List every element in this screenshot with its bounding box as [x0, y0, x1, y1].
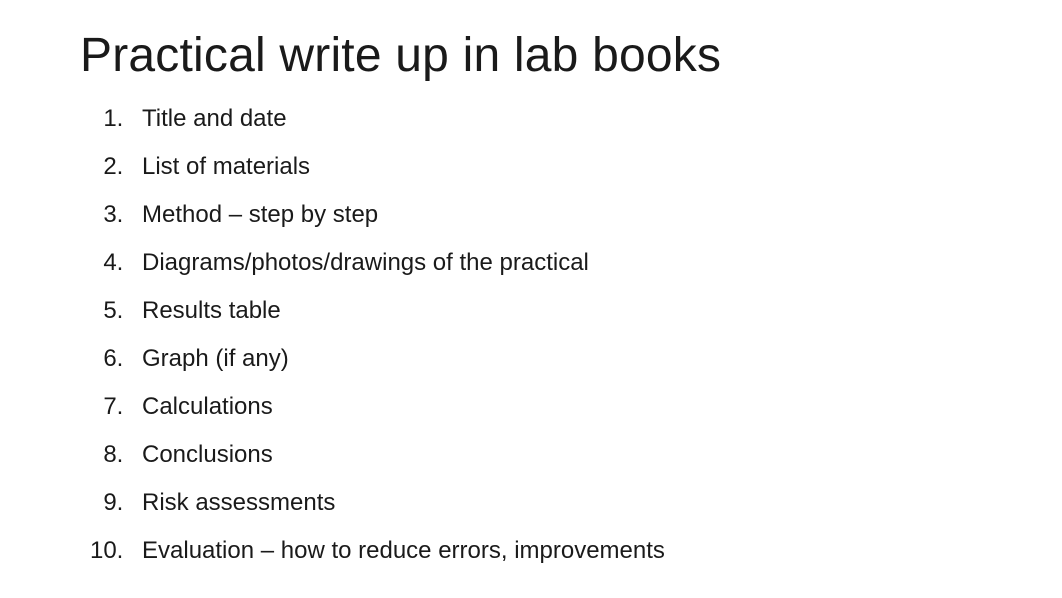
list-item: Calculations — [130, 383, 982, 431]
list-item: Graph (if any) — [130, 335, 982, 383]
list-item: Title and date — [130, 95, 982, 143]
ordered-list: Title and date List of materials Method … — [80, 95, 982, 575]
list-item: Method – step by step — [130, 191, 982, 239]
list-item: Diagrams/photos/drawings of the practica… — [130, 239, 982, 287]
page-title: Practical write up in lab books — [80, 28, 982, 83]
list-item: Conclusions — [130, 431, 982, 479]
list-item: Results table — [130, 287, 982, 335]
list-item: Evaluation – how to reduce errors, impro… — [130, 527, 982, 575]
list-item: List of materials — [130, 143, 982, 191]
slide: Practical write up in lab books Title an… — [0, 0, 1062, 598]
list-item: Risk assessments — [130, 479, 982, 527]
